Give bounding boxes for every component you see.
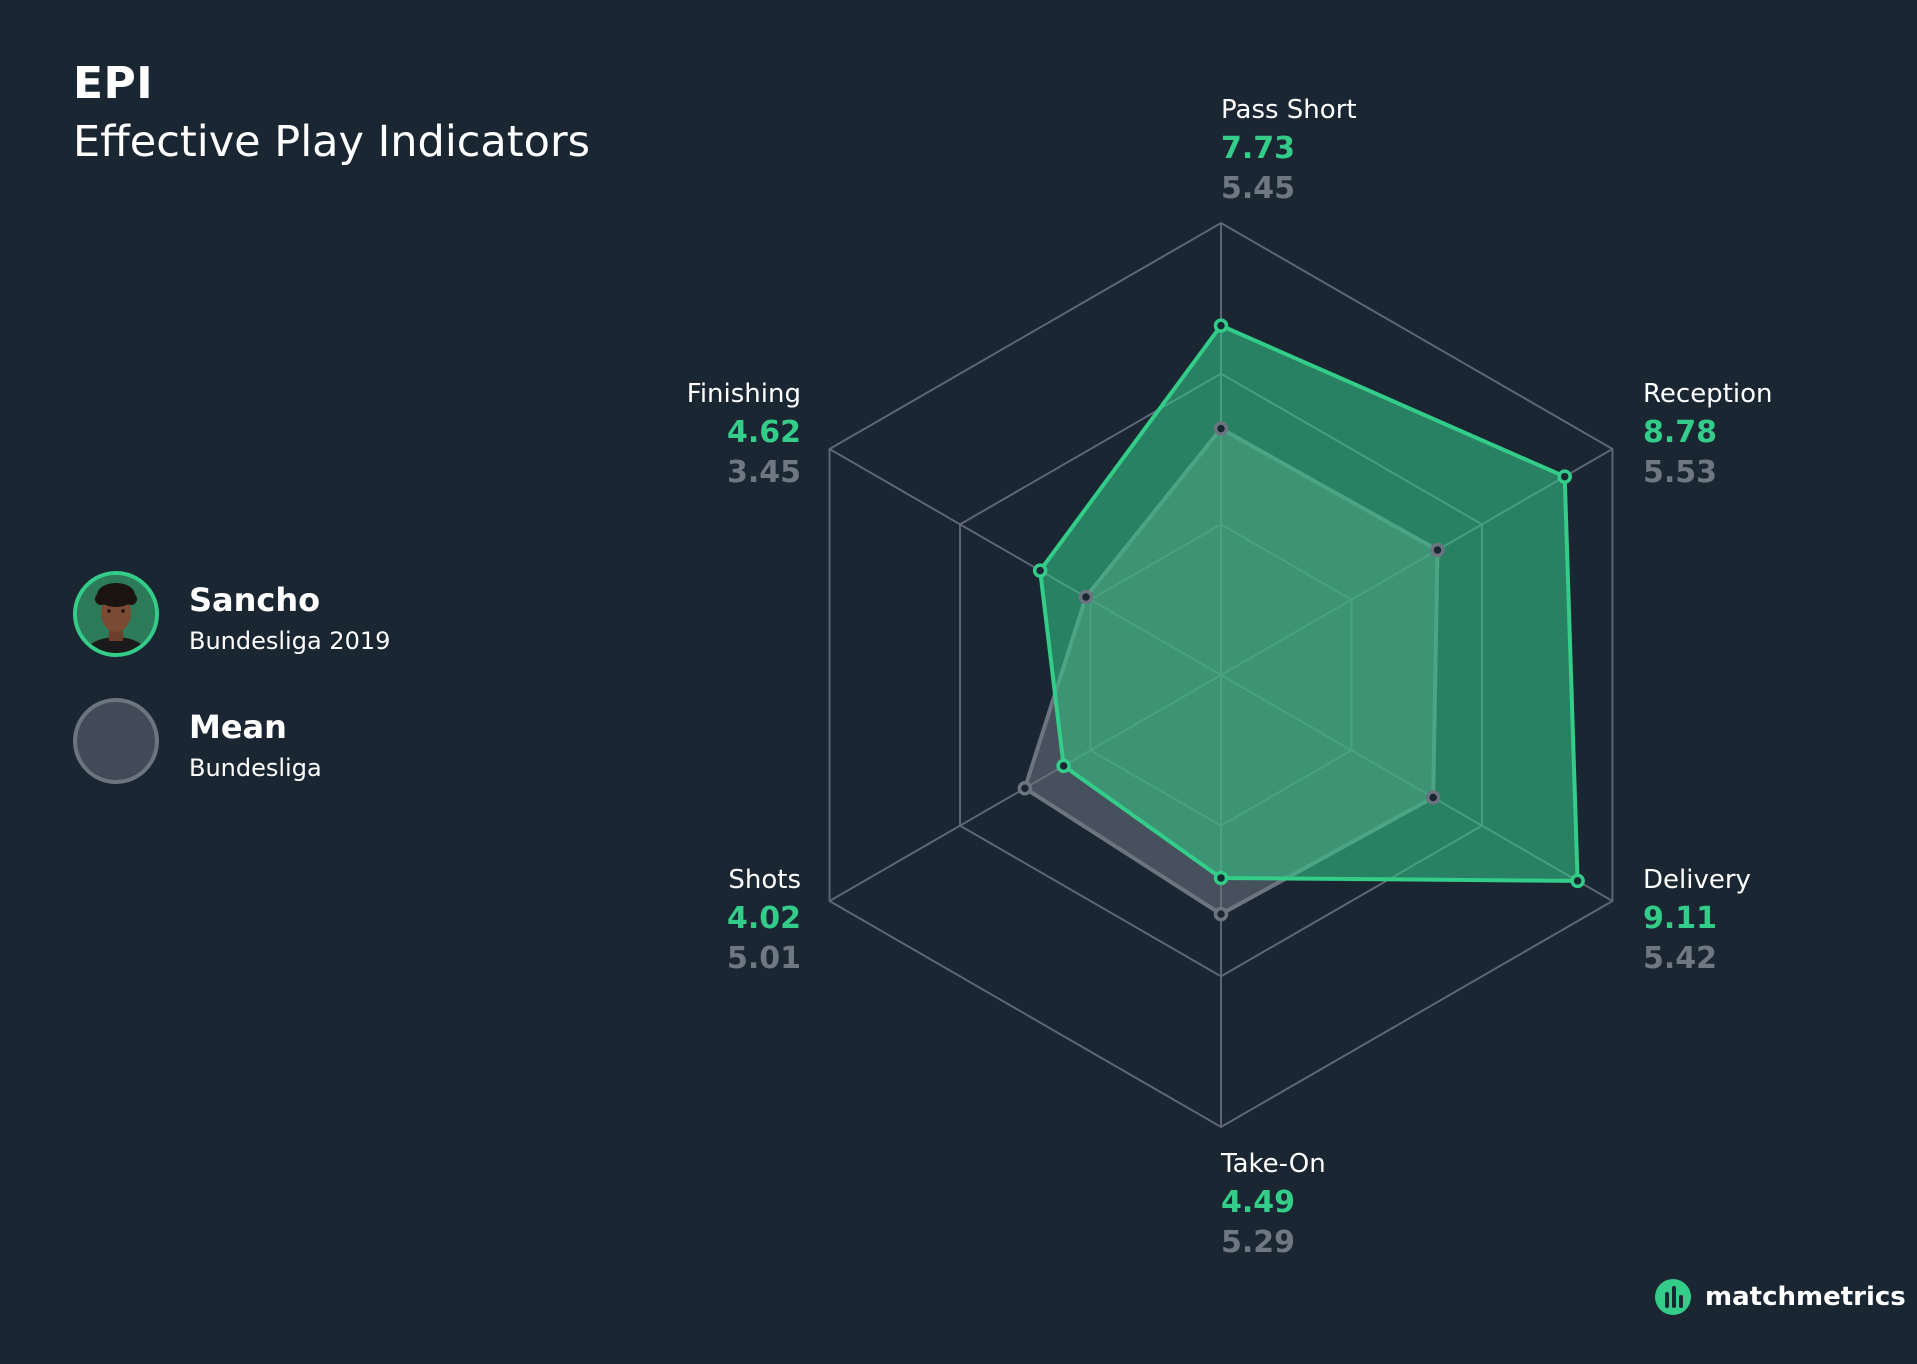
brand-name: matchmetrics [1705,1282,1906,1312]
mean-competition: Bundesliga [189,754,322,782]
axis-label-3: Delivery [1643,865,1751,895]
mean-point-4 [1213,906,1229,922]
mean-value-label-5: 5.01 [727,941,801,976]
player-point-5 [1056,758,1071,774]
player-point-6 [1032,563,1048,578]
player-point-3 [1570,873,1585,889]
player-value-label-4: 4.49 [1221,1185,1295,1220]
player-point-2 [1557,469,1572,484]
axis-label-1: Pass Short [1221,95,1357,125]
player-competition: Bundesliga 2019 [189,627,391,655]
mean-name: Mean [189,708,287,746]
axis-label-2: Reception [1643,379,1773,409]
player-value-label-3: 9.11 [1643,901,1717,936]
mean-value-label-3: 5.42 [1643,941,1717,976]
player-avatar [73,571,159,657]
mean-value-label-2: 5.53 [1643,455,1717,490]
mean-point-3 [1425,790,1441,805]
player-series-area [1038,323,1580,883]
matchmetrics-logo-icon [1655,1279,1691,1315]
page-title: EPI [73,58,154,109]
player-point-4 [1213,870,1229,886]
player-value-label-6: 4.62 [727,415,801,450]
player-point-1 [1213,318,1229,333]
mean-avatar [73,698,159,784]
mean-value-label-4: 5.29 [1221,1225,1295,1260]
mean-value-label-6: 3.45 [727,455,801,490]
axis-label-4: Take-On [1220,1149,1326,1179]
mean-value-label-1: 5.45 [1221,171,1295,206]
player-value-label-1: 7.73 [1221,131,1295,166]
player-name: Sancho [189,581,321,619]
mean-point-5 [1017,780,1033,796]
player-portrait-icon [77,575,155,653]
page-subtitle: Effective Play Indicators [73,117,591,167]
mean-point-2 [1430,542,1445,558]
axis-label-6: Finishing [687,379,801,409]
brand: matchmetrics [1655,1279,1906,1315]
player-value-label-5: 4.02 [727,901,801,936]
axis-label-5: Shots [728,865,801,895]
player-value-label-2: 8.78 [1643,415,1717,450]
mean-point-6 [1078,589,1094,605]
mean-point-1 [1213,421,1229,436]
